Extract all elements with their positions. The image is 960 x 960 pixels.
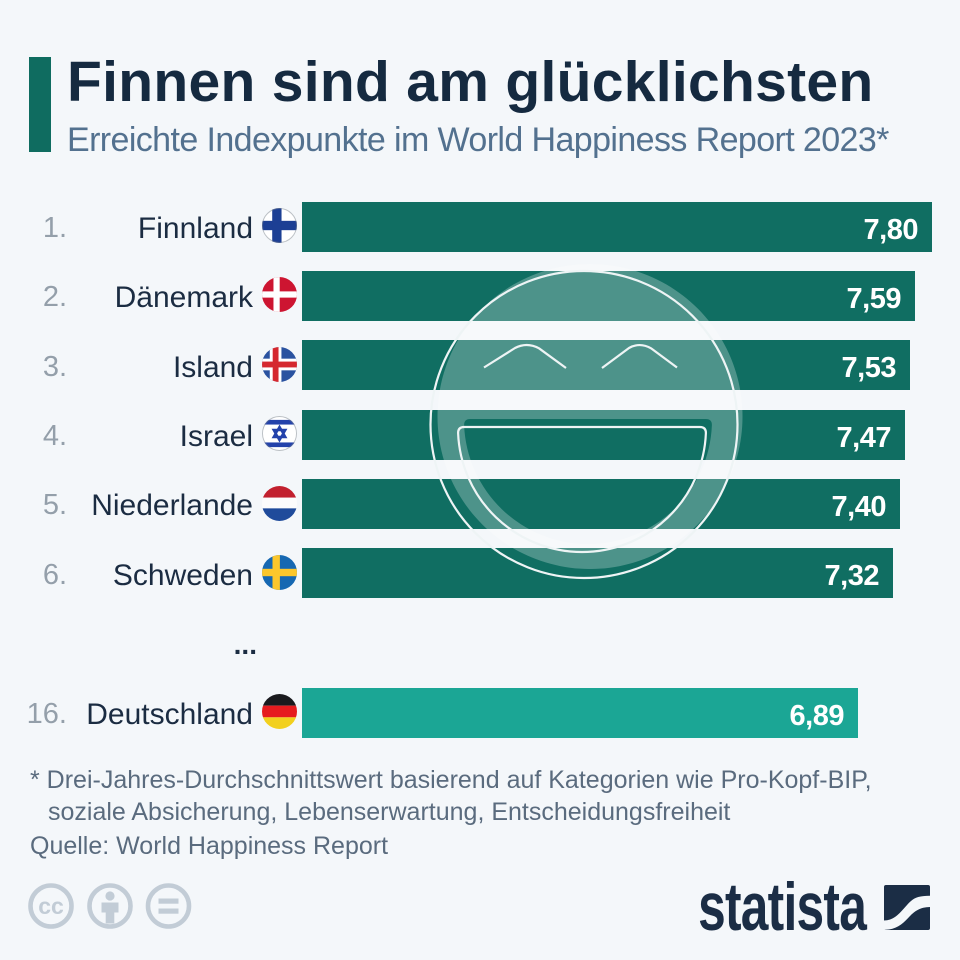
svg-text:cc: cc bbox=[38, 893, 64, 919]
